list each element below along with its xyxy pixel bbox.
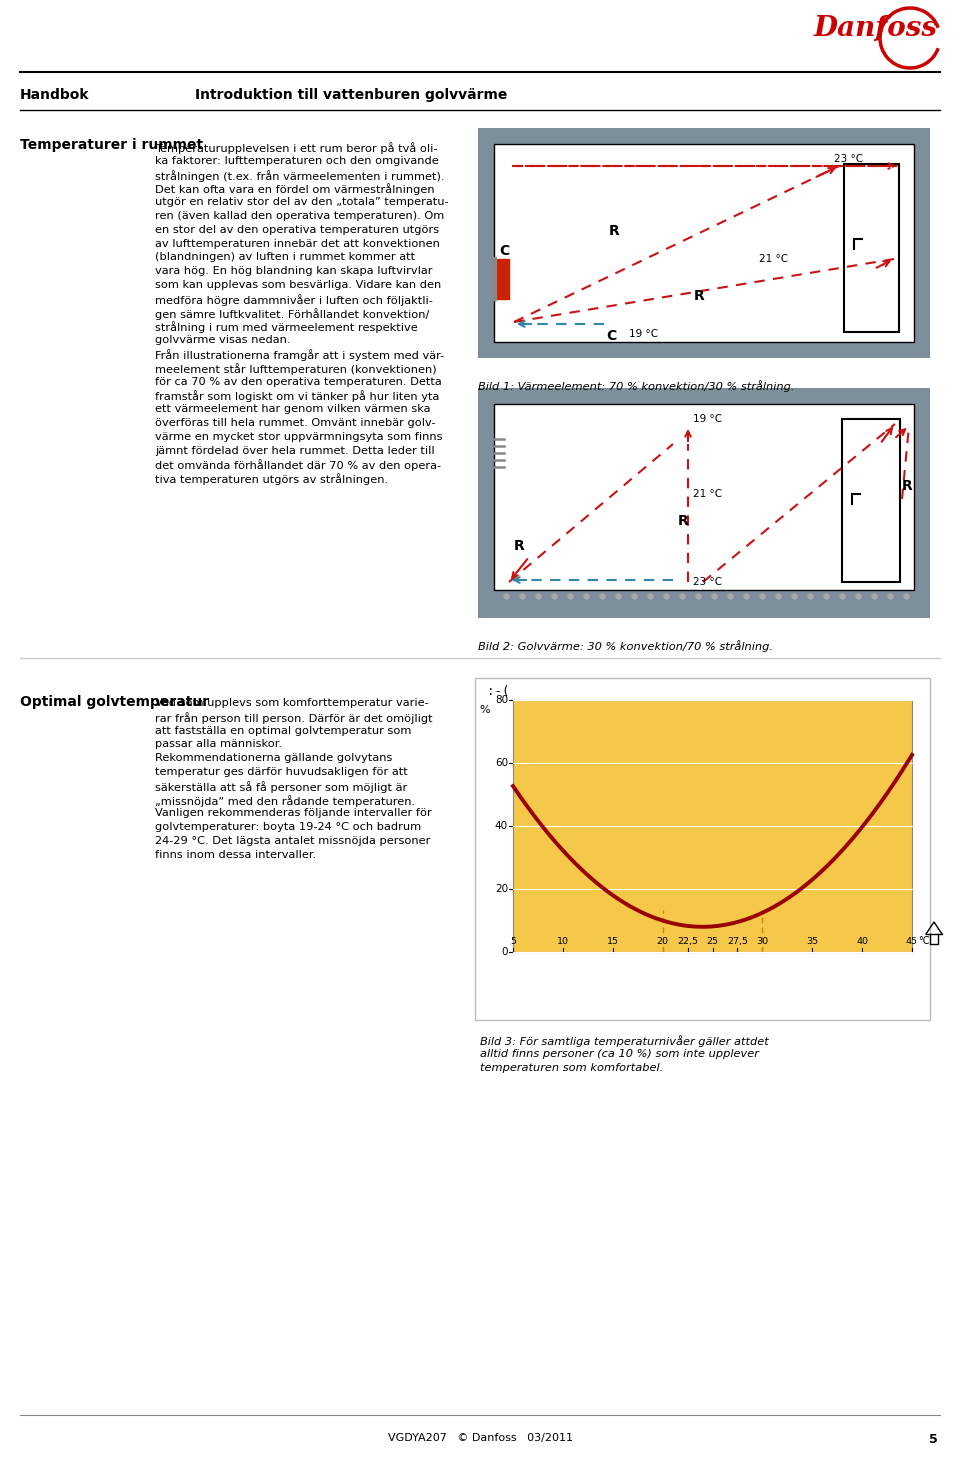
Text: gen sämre luftkvalitet. Förhållandet konvektion/: gen sämre luftkvalitet. Förhållandet kon… [155, 307, 429, 319]
Text: 27,5: 27,5 [727, 936, 748, 947]
Text: 22,5: 22,5 [677, 936, 698, 947]
Text: R: R [678, 514, 688, 528]
Text: Temperaturer i rummet: Temperaturer i rummet [20, 138, 204, 151]
Text: Rekommendationerna gällande golvytans: Rekommendationerna gällande golvytans [155, 753, 393, 763]
Text: 0: 0 [501, 947, 508, 957]
Text: R: R [902, 479, 913, 492]
Text: som kan upplevas som besvärliga. Vidare kan den: som kan upplevas som besvärliga. Vidare … [155, 279, 442, 290]
Text: 19 °C: 19 °C [693, 415, 722, 423]
FancyBboxPatch shape [475, 678, 930, 1020]
Text: vara hög. En hög blandning kan skapa luftvirvlar: vara hög. En hög blandning kan skapa luf… [155, 266, 433, 276]
Text: 23 °C: 23 °C [834, 154, 863, 165]
Text: Optimal golvtemperatur: Optimal golvtemperatur [20, 695, 209, 709]
Text: R: R [514, 539, 525, 553]
Text: ett värmeelement har genom vilken värmen ska: ett värmeelement har genom vilken värmen… [155, 404, 430, 415]
FancyBboxPatch shape [478, 388, 930, 617]
Text: 10: 10 [557, 936, 569, 947]
Text: Det kan ofta vara en fördel om värmestrålningen: Det kan ofta vara en fördel om värmestrå… [155, 184, 435, 196]
Text: golvvärme visas nedan.: golvvärme visas nedan. [155, 335, 291, 345]
Text: strålning i rum med värmeelement respektive: strålning i rum med värmeelement respekt… [155, 322, 418, 334]
Text: Handbok: Handbok [20, 88, 89, 101]
Text: C: C [606, 329, 616, 343]
Text: Bild 2: Golvvärme: 30 % konvektion/70 % strålning.: Bild 2: Golvvärme: 30 % konvektion/70 % … [478, 639, 773, 651]
Text: alltid finns personer (ca 10 %) som inte upplever: alltid finns personer (ca 10 %) som inte… [480, 1050, 758, 1058]
Text: 25: 25 [707, 936, 718, 947]
Text: för ca 70 % av den operativa temperaturen. Detta: för ca 70 % av den operativa temperature… [155, 376, 442, 387]
Text: 5: 5 [929, 1433, 938, 1446]
Text: rar från person till person. Därför är det omöjligt: rar från person till person. Därför är d… [155, 711, 433, 723]
Text: 19 °C: 19 °C [629, 329, 659, 340]
Text: 80: 80 [494, 695, 508, 706]
Text: 40: 40 [856, 936, 868, 947]
Text: 30: 30 [756, 936, 768, 947]
Text: säkerställa att så få personer som möjligt är: säkerställa att så få personer som möjli… [155, 781, 407, 792]
FancyBboxPatch shape [478, 128, 930, 359]
FancyBboxPatch shape [497, 259, 509, 298]
Text: golvtemperaturer: boyta 19-24 °C och badrum: golvtemperaturer: boyta 19-24 °C och bad… [155, 822, 421, 832]
Text: 24-29 °C. Det lägsta antalet missnöjda personer: 24-29 °C. Det lägsta antalet missnöjda p… [155, 836, 430, 847]
Text: ka faktorer: lufttemperaturen och den omgivande: ka faktorer: lufttemperaturen och den om… [155, 156, 439, 166]
Text: :-(: :-( [487, 685, 509, 698]
Text: utgör en relativ stor del av den „totala” temperatu-: utgör en relativ stor del av den „totala… [155, 197, 448, 207]
Text: 60: 60 [494, 759, 508, 767]
Text: en stor del av den operativa temperaturen utgörs: en stor del av den operativa temperature… [155, 225, 439, 235]
Text: meelement står lufttemperaturen (konvektionen): meelement står lufttemperaturen (konvekt… [155, 363, 437, 375]
Text: 40: 40 [494, 822, 508, 831]
Text: VGDYA207   © Danfoss   03/2011: VGDYA207 © Danfoss 03/2011 [388, 1433, 572, 1444]
Text: 23 °C: 23 °C [693, 578, 722, 587]
Text: jämnt fördelad över hela rummet. Detta leder till: jämnt fördelad över hela rummet. Detta l… [155, 445, 435, 456]
Text: överföras till hela rummet. Omvänt innebär golv-: överföras till hela rummet. Omvänt inneb… [155, 417, 436, 428]
Text: temperaturen som komfortabel.: temperaturen som komfortabel. [480, 1063, 663, 1073]
Text: R: R [609, 223, 620, 238]
Text: att fastställa en optimal golvtemperatur som: att fastställa en optimal golvtemperatur… [155, 726, 412, 735]
Text: passar alla människor.: passar alla människor. [155, 739, 282, 750]
Text: ren (även kallad den operativa temperaturen). Om: ren (även kallad den operativa temperatu… [155, 212, 444, 220]
Text: „missnöjda” med den rådande temperaturen.: „missnöjda” med den rådande temperaturen… [155, 795, 415, 807]
Text: framstår som logiskt om vi tänker på hur liten yta: framstår som logiskt om vi tänker på hur… [155, 391, 440, 403]
FancyBboxPatch shape [494, 144, 914, 343]
Text: °C: °C [918, 936, 929, 947]
FancyBboxPatch shape [844, 165, 899, 332]
Text: temperatur ges därför huvudsakligen för att: temperatur ges därför huvudsakligen för … [155, 767, 408, 778]
Text: 15: 15 [607, 936, 619, 947]
Text: 35: 35 [806, 936, 818, 947]
Text: Vad som upplevs som komforttemperatur varie-: Vad som upplevs som komforttemperatur va… [155, 698, 429, 709]
Text: Vanligen rekommenderas följande intervaller för: Vanligen rekommenderas följande interval… [155, 809, 432, 819]
Text: 20: 20 [494, 883, 508, 894]
Text: tiva temperaturen utgörs av strålningen.: tiva temperaturen utgörs av strålningen. [155, 473, 388, 485]
Text: av lufttemperaturen innebär det att konvektionen: av lufttemperaturen innebär det att konv… [155, 238, 440, 248]
Text: strålningen (t.ex. från värmeelementen i rummet).: strålningen (t.ex. från värmeelementen i… [155, 169, 444, 181]
Text: Bild 3: För samtliga temperaturnivåer gäller attdet: Bild 3: För samtliga temperaturnivåer gä… [480, 1035, 769, 1047]
FancyBboxPatch shape [494, 404, 914, 589]
Text: Temperaturupplevelsen i ett rum beror på två oli-: Temperaturupplevelsen i ett rum beror på… [155, 143, 438, 154]
Text: 21 °C: 21 °C [759, 254, 788, 265]
Text: 5: 5 [510, 936, 516, 947]
Text: det omvända förhållandet där 70 % av den opera-: det omvända förhållandet där 70 % av den… [155, 460, 442, 472]
FancyBboxPatch shape [842, 419, 900, 582]
Text: värme en mycket stor uppvärmningsyta som finns: värme en mycket stor uppvärmningsyta som… [155, 432, 443, 442]
Text: Introduktion till vattenburen golvvärme: Introduktion till vattenburen golvvärme [195, 88, 508, 101]
Text: 20: 20 [657, 936, 668, 947]
Text: R: R [694, 290, 705, 303]
Text: %: % [480, 706, 491, 714]
Text: Bild 1: Värmeelement: 70 % konvektion/30 % strålning.: Bild 1: Värmeelement: 70 % konvektion/30… [478, 381, 795, 392]
Text: 45: 45 [906, 936, 918, 947]
Text: Från illustrationerna framgår att i system med vär-: Från illustrationerna framgår att i syst… [155, 348, 444, 362]
Text: C: C [499, 244, 509, 259]
Text: Danfoss: Danfoss [814, 15, 938, 43]
Text: finns inom dessa intervaller.: finns inom dessa intervaller. [155, 850, 316, 860]
Text: 21 °C: 21 °C [693, 490, 722, 498]
Text: medföra högre dammnivåer i luften och följaktli-: medföra högre dammnivåer i luften och fö… [155, 294, 433, 306]
Text: (blandningen) av luften i rummet kommer att: (blandningen) av luften i rummet kommer … [155, 253, 415, 263]
FancyBboxPatch shape [513, 700, 912, 953]
